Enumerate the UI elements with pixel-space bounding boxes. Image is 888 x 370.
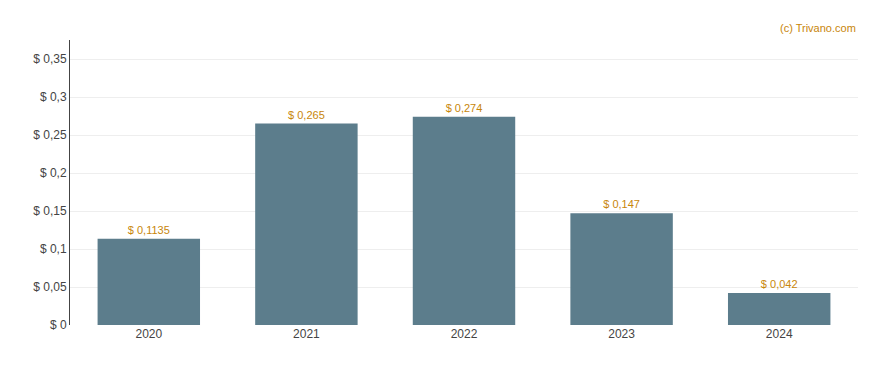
svg-text:$ 0,1135: $ 0,1135 bbox=[128, 224, 170, 236]
svg-text:(c) Trivano.com: (c) Trivano.com bbox=[780, 22, 856, 34]
svg-text:$ 0,274: $ 0,274 bbox=[446, 102, 483, 114]
svg-text:$ 0,3: $ 0,3 bbox=[40, 90, 67, 104]
svg-text:$ 0,1: $ 0,1 bbox=[40, 242, 67, 256]
svg-text:$ 0,25: $ 0,25 bbox=[33, 128, 67, 142]
svg-text:$ 0,147: $ 0,147 bbox=[603, 198, 640, 210]
svg-text:2024: 2024 bbox=[766, 327, 793, 341]
svg-text:2020: 2020 bbox=[135, 327, 162, 341]
svg-text:2021: 2021 bbox=[293, 327, 320, 341]
svg-text:2023: 2023 bbox=[608, 327, 635, 341]
svg-text:$ 0: $ 0 bbox=[50, 318, 67, 332]
svg-text:$ 0,042: $ 0,042 bbox=[761, 278, 798, 290]
svg-text:$ 0,15: $ 0,15 bbox=[33, 204, 67, 218]
svg-text:2022: 2022 bbox=[451, 327, 478, 341]
svg-text:$ 0,35: $ 0,35 bbox=[33, 52, 67, 66]
svg-text:$ 0,2: $ 0,2 bbox=[40, 166, 67, 180]
svg-text:$ 0,05: $ 0,05 bbox=[33, 280, 67, 294]
svg-text:$ 0,265: $ 0,265 bbox=[288, 109, 325, 121]
